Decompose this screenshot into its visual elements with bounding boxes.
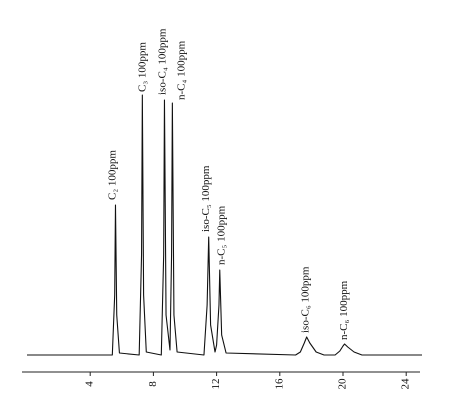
peak-label: iso-C₄ 100ppm: [156, 28, 168, 95]
peak-label: iso-C₅ 100ppm: [200, 165, 212, 232]
peak-label: C₃ 100ppm: [137, 42, 149, 92]
peak-label: n-C₄ 100ppm: [175, 40, 187, 100]
x-tick-label: 8: [147, 381, 159, 387]
x-tick-label: 24: [400, 378, 412, 390]
peak-label: n-C₅ 100ppm: [216, 205, 228, 265]
x-tick-label: 16: [273, 378, 285, 390]
x-tick-label: 4: [84, 381, 96, 387]
trace: [27, 94, 422, 356]
peak-label: C₂ 100ppm: [107, 150, 119, 200]
x-tick-label: 12: [210, 379, 222, 390]
peak-label: iso-C₆ 100ppm: [299, 266, 311, 333]
x-tick-label: 20: [337, 378, 349, 390]
peak-label: n-C₆ 100ppm: [338, 280, 350, 340]
